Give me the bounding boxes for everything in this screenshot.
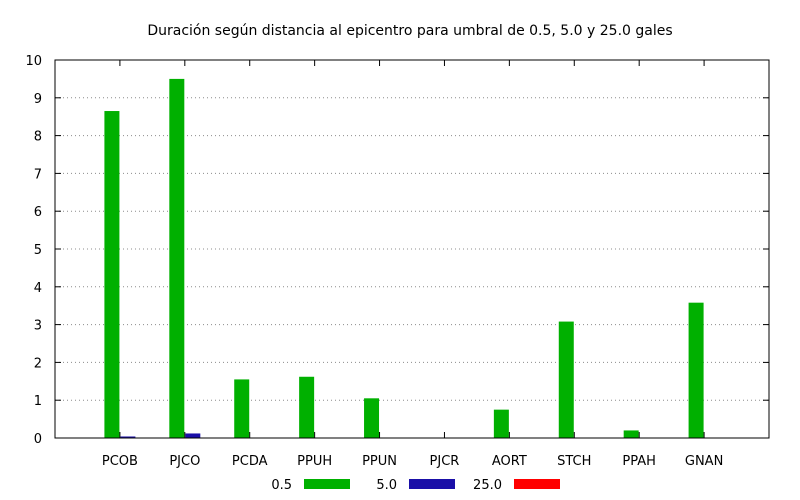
bar-pcda-series-0 xyxy=(234,379,250,438)
y-tick-label: 6 xyxy=(34,205,42,220)
x-tick-label: PPUH xyxy=(297,454,332,469)
bar-ppuh-series-0 xyxy=(299,376,315,438)
y-tick-label: 2 xyxy=(34,356,42,371)
x-tick-label: GNAN xyxy=(685,454,723,469)
chart-title: Duración según distancia al epicentro pa… xyxy=(147,23,672,39)
bars xyxy=(104,78,704,439)
axis-ticks: 0 1 2 3 4 5 6 7 8 9 10 PCOB PJCO PCDA PPUH PPUN PJCR AORT… xyxy=(25,54,769,469)
x-tick-label: AORT xyxy=(492,454,527,469)
legend-label: 0.5 xyxy=(271,478,292,493)
bar-aort-series-0 xyxy=(493,409,509,438)
y-tick-label: 8 xyxy=(34,130,42,145)
legend: 0.5 5.0 25.0 xyxy=(271,478,560,493)
x-tick-label: PCOB xyxy=(102,454,138,469)
y-tick-label: 9 xyxy=(34,92,42,107)
x-tick-label: PPAH xyxy=(622,454,656,469)
y-tick-label: 1 xyxy=(34,394,42,409)
legend-swatch xyxy=(514,479,560,489)
x-tick-label: STCH xyxy=(557,454,591,469)
bar-pjco-series-1 xyxy=(185,433,201,438)
legend-label: 5.0 xyxy=(376,478,397,493)
bar-pcob-series-1 xyxy=(120,436,136,438)
gridlines xyxy=(55,97,769,401)
bar-ppun-series-0 xyxy=(364,398,380,438)
bar-pcob-series-0 xyxy=(104,111,120,438)
x-tick-label: PCDA xyxy=(232,454,268,469)
legend-label: 25.0 xyxy=(473,478,502,493)
legend-swatch xyxy=(409,479,455,489)
legend-swatch xyxy=(304,479,350,489)
y-tick-label: 0 xyxy=(34,432,42,447)
bar-pjco-series-0 xyxy=(169,78,185,439)
x-tick-label: PPUN xyxy=(362,454,397,469)
x-tick-label: PJCO xyxy=(169,454,200,469)
y-tick-label: 10 xyxy=(25,54,42,69)
y-tick-label: 3 xyxy=(34,319,42,334)
bar-ppah-series-0 xyxy=(623,430,639,438)
y-tick-label: 4 xyxy=(34,281,42,296)
y-tick-label: 7 xyxy=(34,167,42,182)
bar-stch-series-0 xyxy=(558,321,574,438)
bar-gnan-series-0 xyxy=(688,302,704,438)
x-tick-label: PJCR xyxy=(430,454,460,469)
y-tick-label: 5 xyxy=(34,243,42,258)
